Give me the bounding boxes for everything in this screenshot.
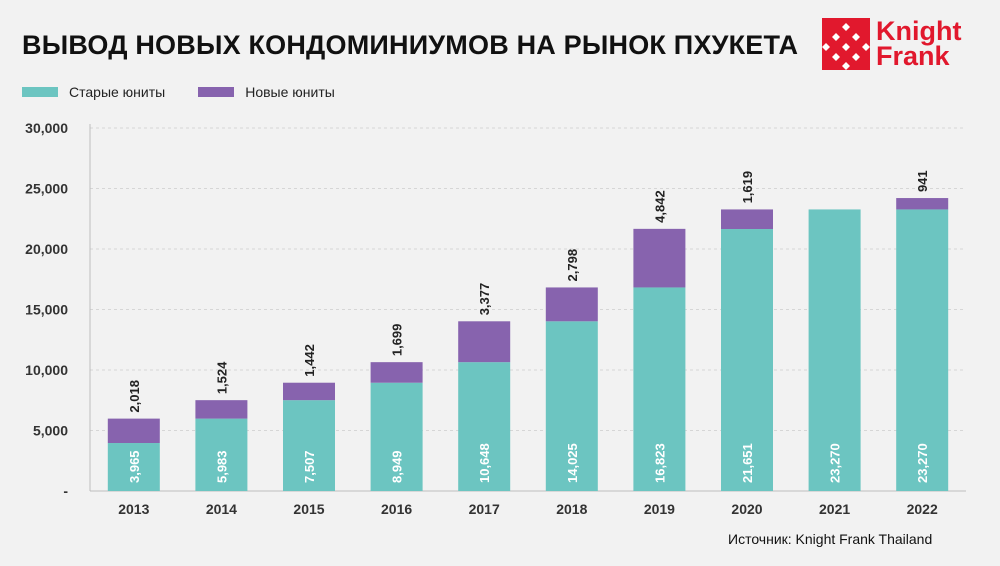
data-label-old-2018: 14,025: [565, 443, 580, 483]
y-tick-label: 10,000: [25, 362, 68, 378]
bar-old-2018: [545, 321, 598, 491]
x-tick-label-2018: 2018: [556, 501, 587, 517]
legend-item-new: Новые юниты: [198, 84, 335, 100]
data-label-old-2022: 23,270: [915, 443, 930, 483]
bar-old-2014: [195, 418, 248, 491]
data-label-new-2020: 1,619: [740, 171, 755, 204]
x-tick-label-2020: 2020: [731, 501, 762, 517]
data-label-new-2019: 4,842: [652, 190, 667, 223]
bar-new-2017: [458, 321, 511, 363]
x-tick-label-2021: 2021: [819, 501, 850, 517]
bar-old-2019: [633, 287, 686, 491]
data-label-new-2022: 941: [915, 170, 930, 192]
data-label-new-2015: 1,442: [302, 344, 317, 377]
bar-new-2016: [370, 362, 423, 383]
data-label-old-2020: 21,651: [740, 443, 755, 483]
y-tick-label: -: [63, 483, 68, 499]
x-tick-label-2013: 2013: [118, 501, 149, 517]
knight-frank-logo: Knight Frank: [822, 18, 961, 70]
x-tick-label-2017: 2017: [469, 501, 500, 517]
source-note: Источник: Knight Frank Thailand: [728, 531, 933, 547]
bar-new-2018: [545, 287, 598, 322]
logo-text: Knight Frank: [876, 16, 962, 71]
legend-label-new: Новые юниты: [245, 84, 335, 100]
bar-new-2020: [721, 209, 773, 230]
logo-line-1: Knight: [876, 16, 962, 46]
bar-old-2013: [107, 443, 160, 491]
bar-old-2021: [808, 209, 861, 492]
data-label-old-2019: 16,823: [652, 443, 667, 483]
x-tick-label-2019: 2019: [644, 501, 675, 517]
legend-swatch-new: [198, 87, 235, 97]
bar-new-2022: [896, 198, 949, 210]
chart-title: ВЫВОД НОВЫХ КОНДОМИНИУМОВ НА РЫНОК ПХУКЕ…: [22, 30, 799, 60]
y-tick-label: 5,000: [33, 423, 68, 439]
y-tick-label: 30,000: [25, 120, 68, 136]
bar-new-2014: [195, 400, 248, 419]
data-label-old-2017: 10,648: [477, 443, 492, 483]
legend-label-old: Старые юниты: [69, 84, 166, 100]
y-tick-label: 15,000: [25, 302, 68, 318]
bar-old-2015: [283, 400, 335, 491]
bar-new-2019: [633, 228, 686, 288]
data-label-old-2015: 7,507: [302, 450, 317, 483]
bar-old-2016: [370, 382, 423, 491]
logo-line-2: Frank: [876, 41, 950, 71]
data-label-new-2013: 2,018: [127, 380, 142, 413]
y-tick-label: 20,000: [25, 241, 68, 257]
data-label-old-2013: 3,965: [127, 450, 142, 483]
x-tick-label-2014: 2014: [206, 501, 237, 517]
data-label-new-2018: 2,798: [565, 249, 580, 282]
legend-swatch-old: [22, 87, 58, 97]
data-label-new-2017: 3,377: [477, 283, 492, 316]
data-label-new-2016: 1,699: [390, 324, 405, 357]
x-tick-label-2015: 2015: [293, 501, 324, 517]
bar-new-2015: [283, 382, 335, 401]
data-label-old-2014: 5,983: [214, 450, 229, 483]
data-label-old-2021: 23,270: [828, 443, 843, 483]
bar-new-2013: [107, 418, 160, 444]
x-tick-label-2022: 2022: [907, 501, 938, 517]
bar-old-2022: [896, 209, 949, 492]
knight-frank-logo-icon: [822, 18, 870, 70]
x-tick-label-2016: 2016: [381, 501, 412, 517]
legend-item-old: Старые юниты: [22, 84, 165, 100]
data-label-new-2014: 1,524: [214, 361, 229, 394]
legend: Старые юниты Новые юниты: [22, 84, 368, 100]
bar-old-2017: [458, 362, 511, 491]
data-label-old-2016: 8,949: [390, 450, 405, 483]
bar-old-2020: [721, 229, 773, 492]
y-tick-label: 25,000: [25, 181, 68, 197]
